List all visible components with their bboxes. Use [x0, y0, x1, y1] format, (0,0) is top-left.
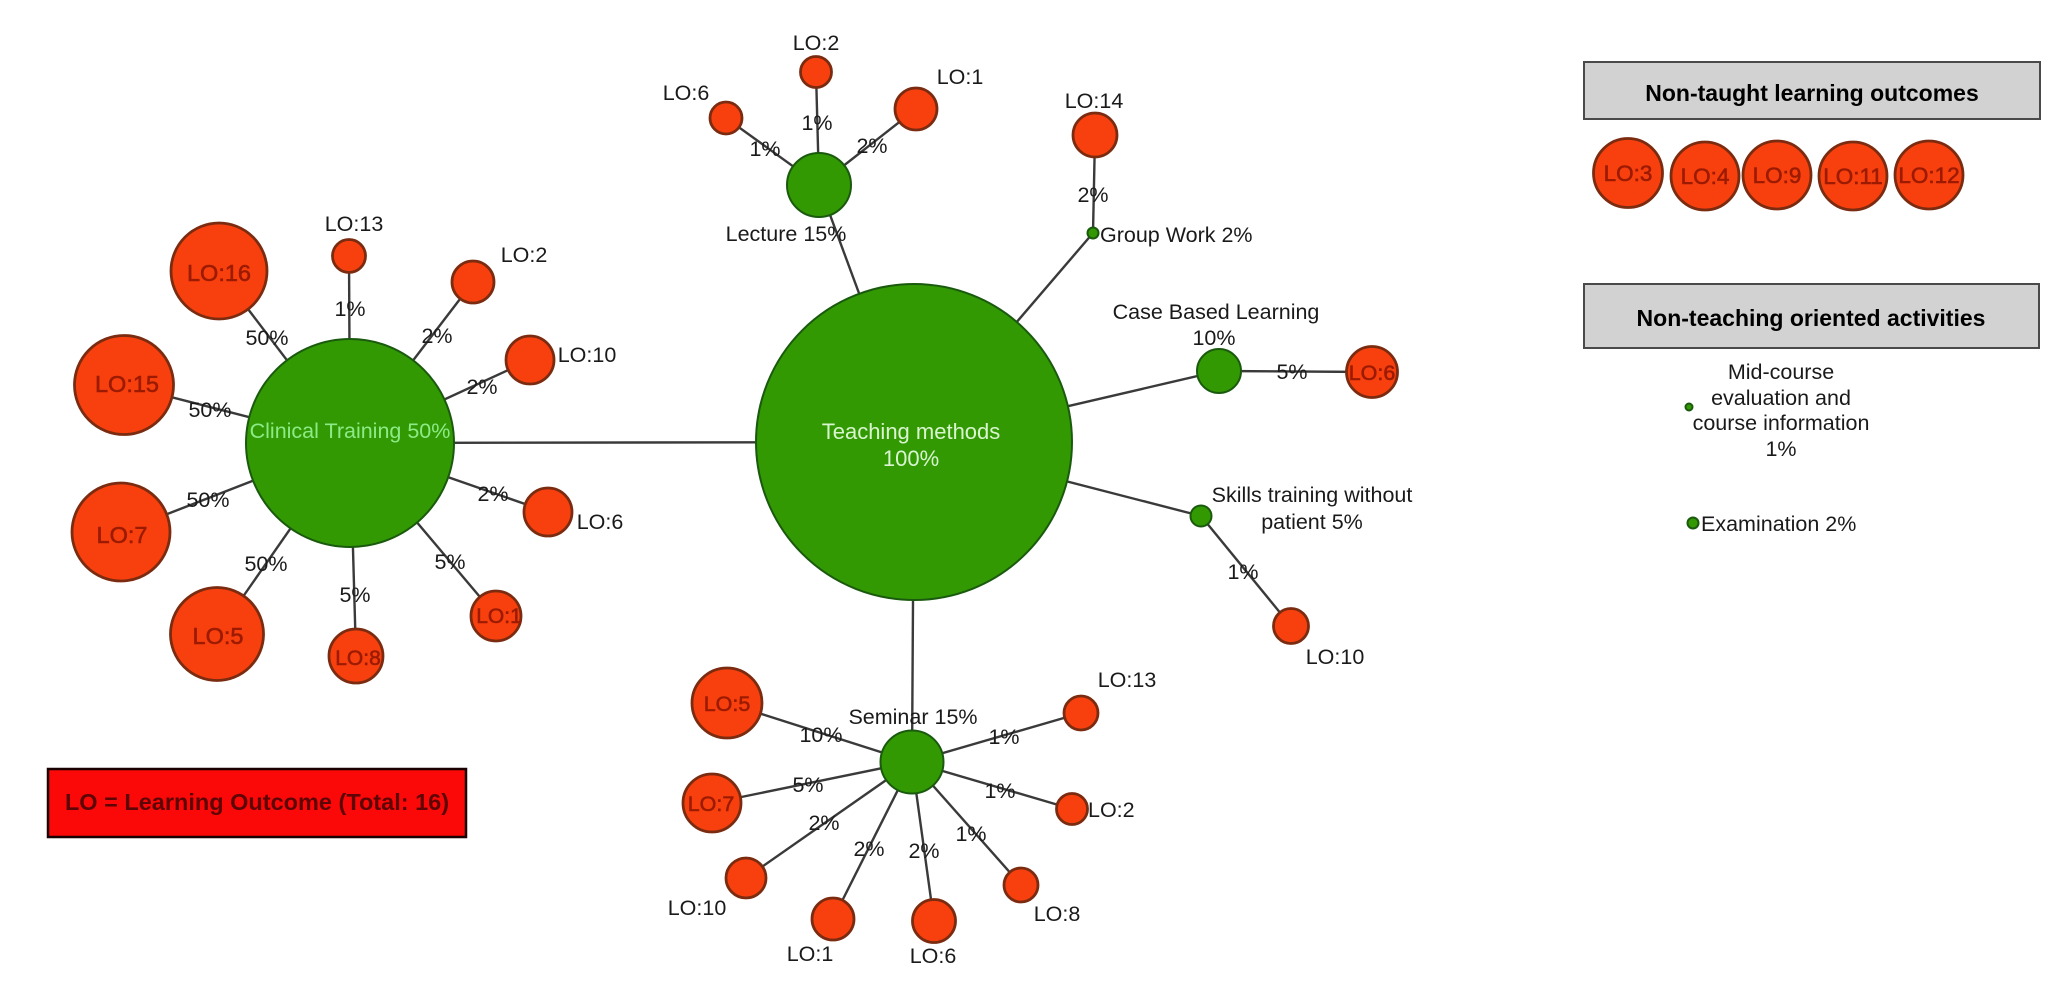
svg-text:LO:10: LO:10: [558, 343, 617, 367]
svg-text:patient 5%: patient 5%: [1261, 510, 1363, 534]
svg-text:LO:6: LO:6: [577, 510, 624, 534]
svg-text:LO:4: LO:4: [1681, 164, 1730, 189]
svg-text:1%: 1%: [988, 725, 1019, 749]
svg-text:LO:2: LO:2: [1088, 798, 1135, 822]
svg-text:LO:13: LO:13: [325, 212, 384, 236]
svg-text:LO:10: LO:10: [668, 896, 727, 920]
svg-text:LO:13: LO:13: [1098, 668, 1157, 692]
svg-text:LO:1: LO:1: [937, 65, 984, 89]
svg-text:50%: 50%: [245, 326, 288, 350]
svg-text:Group Work 2%: Group Work 2%: [1100, 223, 1253, 247]
svg-text:5%: 5%: [434, 550, 465, 574]
svg-text:LO:7: LO:7: [688, 792, 735, 816]
svg-text:LO = Learning Outcome (Total:: LO = Learning Outcome (Total: 16): [65, 789, 449, 815]
svg-text:LO:6: LO:6: [1349, 361, 1396, 385]
svg-text:1%: 1%: [1227, 560, 1258, 584]
svg-text:Examination 2%: Examination 2%: [1701, 512, 1856, 536]
svg-text:LO:6: LO:6: [663, 81, 710, 105]
svg-text:1%: 1%: [984, 779, 1015, 803]
svg-text:LO:2: LO:2: [501, 243, 548, 267]
svg-text:Case Based Learning: Case Based Learning: [1113, 300, 1320, 324]
svg-text:2%: 2%: [908, 839, 939, 863]
svg-text:course information: course information: [1693, 411, 1870, 435]
svg-text:LO:3: LO:3: [1604, 161, 1653, 186]
svg-text:2%: 2%: [477, 482, 508, 506]
svg-text:Seminar 15%: Seminar 15%: [848, 705, 977, 729]
svg-text:Lecture 15%: Lecture 15%: [726, 222, 847, 246]
svg-text:Teaching methods: Teaching methods: [822, 419, 1001, 444]
svg-text:LO:11: LO:11: [1823, 164, 1883, 189]
svg-text:Clinical Training 50%: Clinical Training 50%: [250, 419, 451, 443]
svg-text:Skills training without: Skills training without: [1212, 483, 1413, 507]
svg-text:2%: 2%: [856, 134, 887, 158]
svg-text:1%: 1%: [801, 111, 832, 135]
svg-text:Non-taught learning outcomes: Non-taught learning outcomes: [1645, 80, 1979, 106]
svg-text:1%: 1%: [749, 137, 780, 161]
svg-text:10%: 10%: [799, 723, 842, 747]
svg-text:1%: 1%: [334, 297, 365, 321]
svg-text:50%: 50%: [188, 398, 231, 422]
svg-text:LO:1: LO:1: [476, 605, 522, 628]
svg-text:5%: 5%: [339, 583, 370, 607]
svg-text:10%: 10%: [1192, 326, 1235, 350]
svg-text:LO:6: LO:6: [910, 944, 957, 968]
svg-text:LO:1: LO:1: [787, 942, 834, 966]
svg-text:2%: 2%: [1077, 183, 1108, 207]
svg-text:2%: 2%: [421, 324, 452, 348]
svg-text:LO:7: LO:7: [97, 522, 148, 548]
svg-text:50%: 50%: [244, 552, 287, 576]
svg-text:LO:10: LO:10: [1306, 645, 1365, 669]
svg-text:5%: 5%: [1276, 360, 1307, 384]
svg-text:LO:16: LO:16: [187, 260, 251, 286]
svg-text:1%: 1%: [955, 822, 986, 846]
svg-text:50%: 50%: [186, 488, 229, 512]
svg-text:LO:9: LO:9: [1753, 163, 1802, 188]
svg-text:5%: 5%: [792, 773, 823, 797]
svg-text:2%: 2%: [853, 837, 884, 861]
svg-text:LO:5: LO:5: [704, 692, 751, 716]
svg-text:LO:8: LO:8: [1034, 902, 1081, 926]
svg-text:Non-teaching oriented activiti: Non-teaching oriented activities: [1637, 305, 1986, 331]
svg-text:LO:12: LO:12: [1898, 163, 1959, 188]
svg-text:LO:5: LO:5: [193, 623, 244, 649]
svg-text:2%: 2%: [466, 375, 497, 399]
svg-text:LO:8: LO:8: [335, 647, 381, 670]
svg-text:evaluation and: evaluation and: [1711, 386, 1851, 410]
svg-text:LO:14: LO:14: [1065, 89, 1124, 113]
svg-text:LO:2: LO:2: [793, 31, 840, 55]
svg-text:1%: 1%: [1765, 437, 1796, 461]
svg-text:Mid-course: Mid-course: [1728, 360, 1834, 384]
svg-text:100%: 100%: [883, 446, 939, 471]
svg-text:LO:15: LO:15: [95, 371, 159, 397]
svg-text:2%: 2%: [808, 811, 839, 835]
